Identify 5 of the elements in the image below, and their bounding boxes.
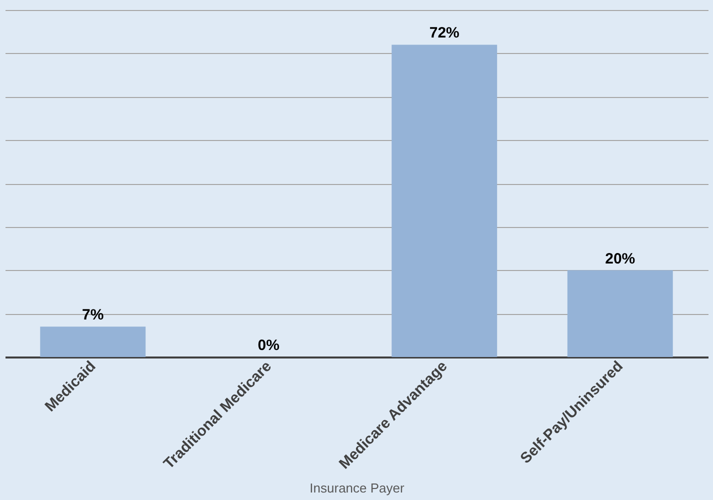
data-label: 20% [605, 250, 636, 268]
x-axis-title: Insurance Payer [310, 480, 405, 496]
data-label: 7% [82, 306, 104, 324]
data-label: 72% [429, 24, 460, 42]
data-label: 0% [258, 337, 280, 354]
